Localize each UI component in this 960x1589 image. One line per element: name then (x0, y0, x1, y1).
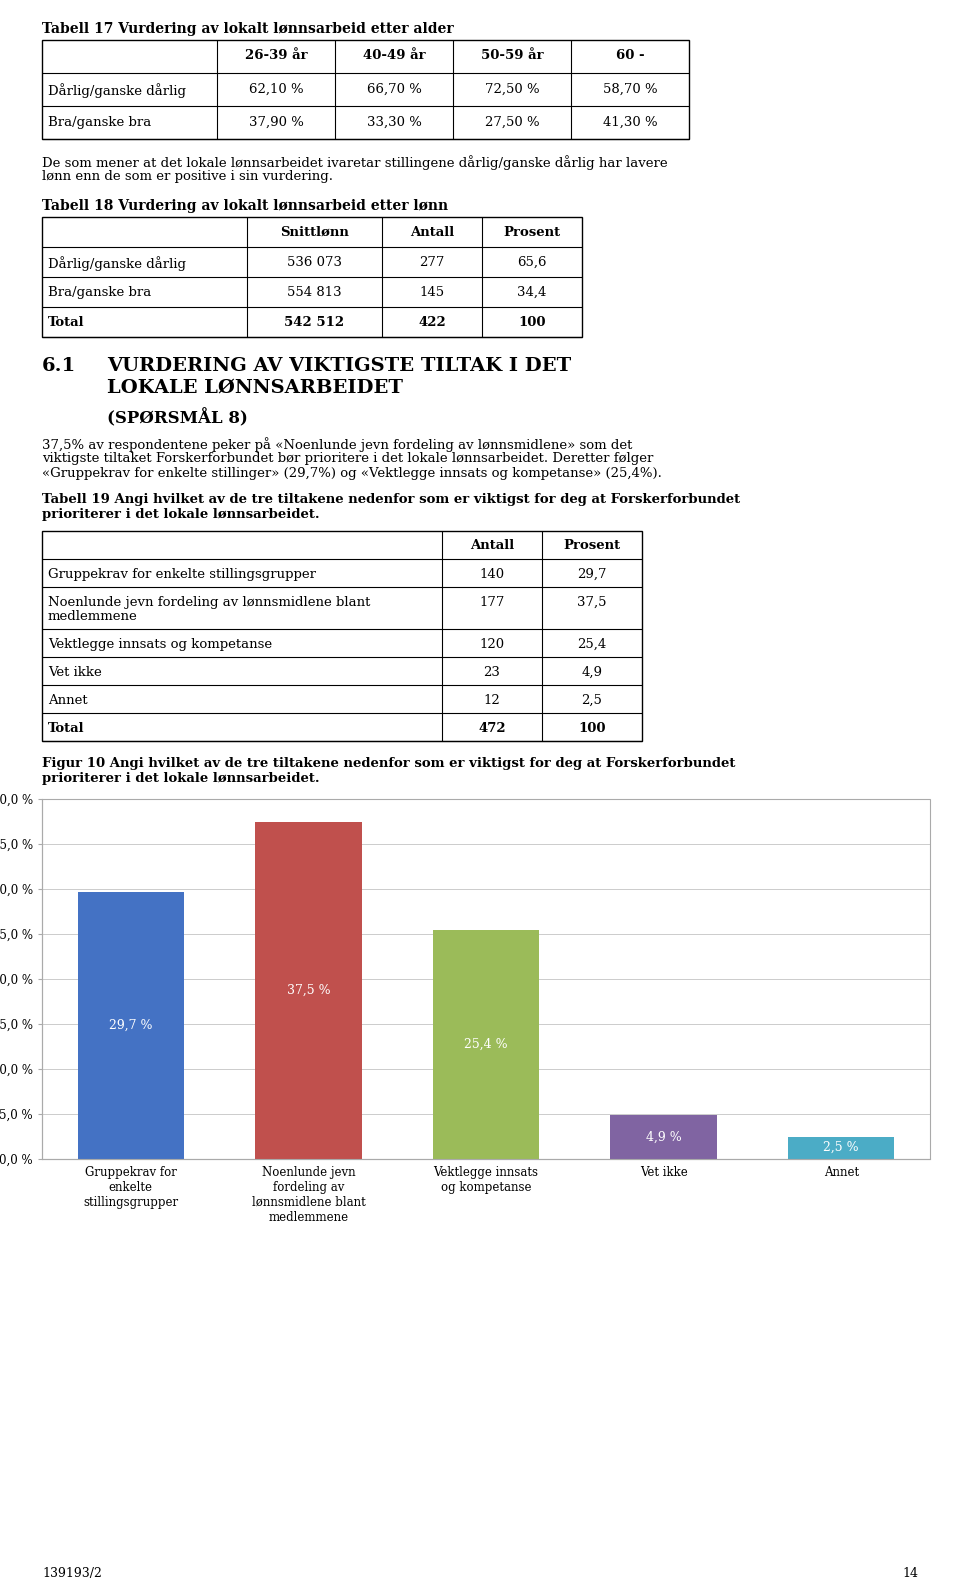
Text: 33,30 %: 33,30 % (367, 116, 421, 129)
Text: 536 073: 536 073 (287, 256, 342, 269)
Text: 100: 100 (518, 316, 545, 329)
Text: prioriterer i det lokale lønnsarbeidet.: prioriterer i det lokale lønnsarbeidet. (42, 508, 320, 521)
Text: Antall: Antall (469, 539, 515, 551)
Text: Vektlegge innsats og kompetanse: Vektlegge innsats og kompetanse (48, 639, 272, 651)
Text: Bra/ganske bra: Bra/ganske bra (48, 116, 152, 129)
Text: 120: 120 (479, 639, 505, 651)
Text: Antall: Antall (410, 226, 454, 238)
Text: VURDERING AV VIKTIGSTE TILTAK I DET: VURDERING AV VIKTIGSTE TILTAK I DET (107, 358, 571, 375)
Bar (433, 931, 540, 1158)
Text: 100: 100 (578, 721, 606, 736)
Text: 6.1: 6.1 (42, 358, 76, 375)
Text: De som mener at det lokale lønnsarbeidet ivaretar stillingene dårlig/ganske dårl: De som mener at det lokale lønnsarbeidet… (42, 156, 667, 170)
Text: 2,5 %: 2,5 % (824, 1141, 859, 1154)
Text: Dårlig/ganske dårlig: Dårlig/ganske dårlig (48, 83, 186, 99)
Text: 37,5% av respondentene peker på «Noenlunde jevn fordeling av lønnsmidlene» som d: 37,5% av respondentene peker på «Noenlun… (42, 437, 633, 451)
Text: 145: 145 (420, 286, 444, 299)
Text: 60 -: 60 - (615, 49, 644, 62)
Text: «Gruppekrav for enkelte stillinger» (29,7%) og «Vektlegge innsats og kompetanse»: «Gruppekrav for enkelte stillinger» (29,… (42, 467, 661, 480)
Text: 25,4 %: 25,4 % (465, 1038, 508, 1052)
Text: 140: 140 (479, 567, 505, 582)
Text: 72,50 %: 72,50 % (485, 83, 540, 95)
Text: 139193/2: 139193/2 (42, 1567, 102, 1579)
Bar (42, 531, 642, 740)
Text: Tabell 17 Vurdering av lokalt lønnsarbeid etter alder: Tabell 17 Vurdering av lokalt lønnsarbei… (42, 22, 454, 37)
Bar (255, 822, 362, 1158)
Text: viktigste tiltaket Forskerforbundet bør prioritere i det lokale lønnsarbeidet. D: viktigste tiltaket Forskerforbundet bør … (42, 451, 654, 466)
Text: LOKALE LØNNSARBEIDET: LOKALE LØNNSARBEIDET (107, 380, 403, 397)
Text: 25,4: 25,4 (577, 639, 607, 651)
Text: Noenlunde jevn fordeling av lønnsmidlene blant: Noenlunde jevn fordeling av lønnsmidlene… (48, 596, 371, 609)
Text: 37,5: 37,5 (577, 596, 607, 609)
Text: Snittlønn: Snittlønn (280, 226, 348, 238)
Text: 14: 14 (902, 1567, 918, 1579)
Text: Vet ikke: Vet ikke (48, 666, 102, 679)
Text: 37,90 %: 37,90 % (249, 116, 303, 129)
Text: Tabell 18 Vurdering av lokalt lønnsarbeid etter lønn: Tabell 18 Vurdering av lokalt lønnsarbei… (42, 199, 448, 213)
Text: 27,50 %: 27,50 % (485, 116, 540, 129)
Text: 2,5: 2,5 (582, 694, 603, 707)
Text: lønn enn de som er positive i sin vurdering.: lønn enn de som er positive i sin vurder… (42, 170, 333, 183)
Text: Bra/ganske bra: Bra/ganske bra (48, 286, 152, 299)
Bar (42, 40, 689, 138)
Text: 37,5 %: 37,5 % (287, 984, 330, 996)
Text: 29,7 %: 29,7 % (109, 1019, 153, 1031)
Text: 4,9: 4,9 (582, 666, 603, 679)
Text: 554 813: 554 813 (287, 286, 342, 299)
Text: prioriterer i det lokale lønnsarbeidet.: prioriterer i det lokale lønnsarbeidet. (42, 772, 320, 785)
Text: 472: 472 (478, 721, 506, 736)
Bar (42, 799, 930, 1158)
Text: Gruppekrav for enkelte stillingsgrupper: Gruppekrav for enkelte stillingsgrupper (48, 567, 316, 582)
Text: 4,9 %: 4,9 % (646, 1130, 682, 1144)
Bar (78, 891, 184, 1158)
Text: medlemmene: medlemmene (48, 610, 137, 623)
Text: 12: 12 (484, 694, 500, 707)
Text: Prosent: Prosent (503, 226, 561, 238)
Text: 542 512: 542 512 (284, 316, 345, 329)
Text: Annet: Annet (48, 694, 87, 707)
Bar (788, 1136, 895, 1158)
Text: Tabell 19 Angi hvilket av de tre tiltakene nedenfor som er viktigst for deg at F: Tabell 19 Angi hvilket av de tre tiltake… (42, 493, 740, 505)
Text: Figur 10 Angi hvilket av de tre tiltakene nedenfor som er viktigst for deg at Fo: Figur 10 Angi hvilket av de tre tiltaken… (42, 756, 735, 771)
Text: Total: Total (48, 316, 84, 329)
Text: 41,30 %: 41,30 % (603, 116, 658, 129)
Text: 34,4: 34,4 (517, 286, 546, 299)
Text: (SPØRSMÅL 8): (SPØRSMÅL 8) (107, 408, 248, 427)
Text: 29,7: 29,7 (577, 567, 607, 582)
Text: 66,70 %: 66,70 % (367, 83, 421, 95)
Text: 26-39 år: 26-39 år (245, 49, 307, 62)
Text: 277: 277 (420, 256, 444, 269)
Text: 62,10 %: 62,10 % (249, 83, 303, 95)
Text: 422: 422 (419, 316, 445, 329)
Text: 177: 177 (479, 596, 505, 609)
Bar (42, 218, 582, 337)
Text: Total: Total (48, 721, 84, 736)
Text: 65,6: 65,6 (517, 256, 547, 269)
Text: 40-49 år: 40-49 år (363, 49, 425, 62)
Text: 50-59 år: 50-59 år (481, 49, 543, 62)
Text: Prosent: Prosent (564, 539, 620, 551)
Text: 58,70 %: 58,70 % (603, 83, 658, 95)
Text: 23: 23 (484, 666, 500, 679)
Text: Dårlig/ganske dårlig: Dårlig/ganske dårlig (48, 256, 186, 270)
Bar (611, 1115, 717, 1158)
